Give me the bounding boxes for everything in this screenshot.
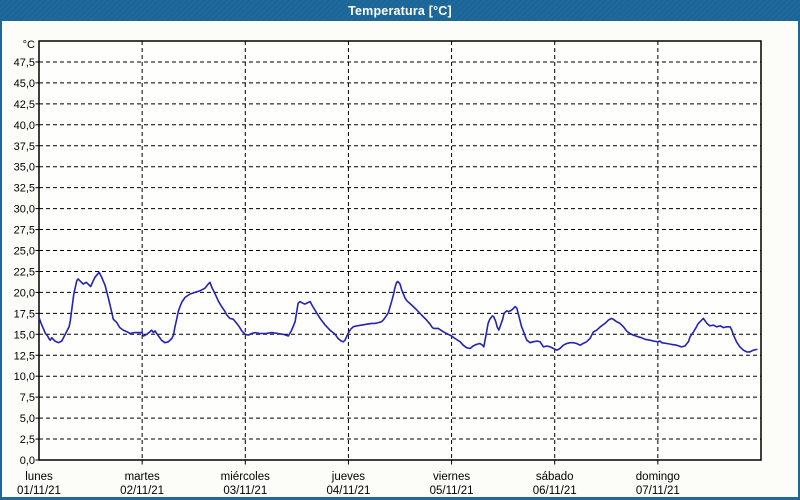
y-tick-label: 32,5 [14,183,35,195]
y-tick-label: 35,0 [14,162,35,174]
y-tick-label: 47,5 [14,57,35,69]
day-name-label: viernes [433,471,470,483]
y-tick-label: 27,5 [14,225,35,237]
y-tick-label: 12,5 [14,350,35,362]
window-title: Temperatura [°C] [348,3,452,18]
day-name-label: domingo [636,471,680,483]
y-tick-label: 40,0 [14,120,35,132]
day-name-label: sábado [536,471,574,483]
y-tick-label: 2,5 [20,434,35,446]
day-date-label: 06/11/21 [533,485,577,497]
y-tick-label: 5,0 [20,413,35,425]
day-date-label: 05/11/21 [430,485,474,497]
y-tick-label: 45,0 [14,78,35,90]
day-name-label: miércoles [221,471,270,483]
day-name-label: jueves [331,471,365,483]
y-tick-label: 17,5 [14,308,35,320]
y-tick-label: 10,0 [14,371,35,383]
window-titlebar: Temperatura [°C] [0,0,800,21]
day-name-label: martes [125,471,160,483]
day-date-label: 02/11/21 [120,485,164,497]
y-tick-label: 42,5 [14,99,35,111]
y-tick-label: 37,5 [14,141,35,153]
day-date-label: 01/11/21 [17,485,61,497]
y-tick-label: 0,0 [20,455,35,467]
day-name-label: lunes [25,471,53,483]
day-date-label: 07/11/21 [636,485,680,497]
y-tick-label: 7,5 [20,392,35,404]
day-date-label: 03/11/21 [223,485,267,497]
y-tick-label: 15,0 [14,329,35,341]
temperature-line [38,271,758,353]
y-tick-label: 30,0 [14,204,35,216]
day-date-label: 04/11/21 [326,485,370,497]
y-tick-label: 25,0 [14,246,35,258]
y-tick-label: 22,5 [14,266,35,278]
y-tick-label: 20,0 [14,287,35,299]
y-axis-unit-label: °C [23,39,35,51]
